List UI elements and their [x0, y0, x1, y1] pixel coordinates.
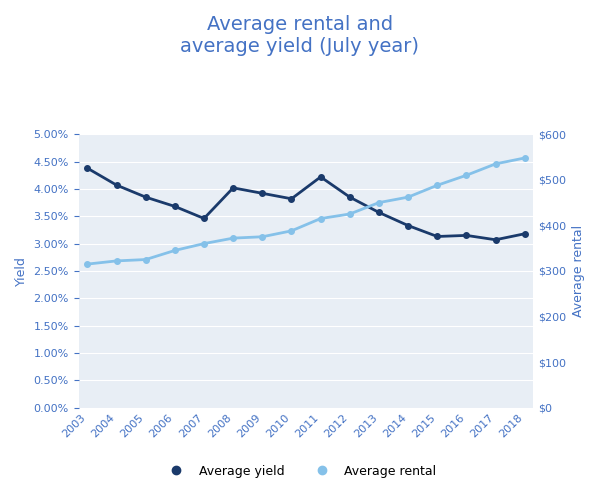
Average rental	[404, 194, 412, 200]
Average yield	[376, 209, 383, 215]
Average yield	[434, 234, 441, 240]
Average rental	[492, 161, 499, 167]
Average rental	[142, 256, 149, 262]
Average rental	[376, 200, 383, 206]
Legend: Average yield, Average rental: Average yield, Average rental	[158, 460, 442, 483]
Average yield	[113, 182, 120, 188]
Line: Average rental: Average rental	[85, 155, 527, 267]
Average yield	[463, 233, 470, 239]
Average rental	[434, 182, 441, 188]
Average yield	[288, 196, 295, 202]
Average yield	[259, 190, 266, 196]
Y-axis label: Average rental: Average rental	[572, 225, 585, 317]
Average rental	[346, 211, 353, 217]
Average rental	[113, 258, 120, 264]
Line: Average yield: Average yield	[85, 165, 527, 243]
Average yield	[492, 237, 499, 243]
Y-axis label: Yield: Yield	[15, 256, 28, 286]
Average rental	[259, 234, 266, 240]
Average rental	[463, 172, 470, 178]
Average yield	[317, 174, 324, 180]
Average rental	[171, 247, 178, 253]
Average yield	[200, 215, 208, 221]
Average yield	[346, 194, 353, 200]
Average yield	[230, 185, 237, 191]
Text: Average rental and
average yield (July year): Average rental and average yield (July y…	[181, 15, 419, 56]
Average rental	[84, 261, 91, 267]
Average rental	[200, 241, 208, 247]
Average yield	[84, 165, 91, 171]
Average yield	[521, 231, 529, 237]
Average rental	[317, 215, 324, 221]
Average yield	[171, 204, 178, 209]
Average rental	[521, 155, 529, 161]
Average rental	[288, 228, 295, 234]
Average yield	[404, 223, 412, 229]
Average rental	[230, 235, 237, 241]
Average yield	[142, 194, 149, 200]
